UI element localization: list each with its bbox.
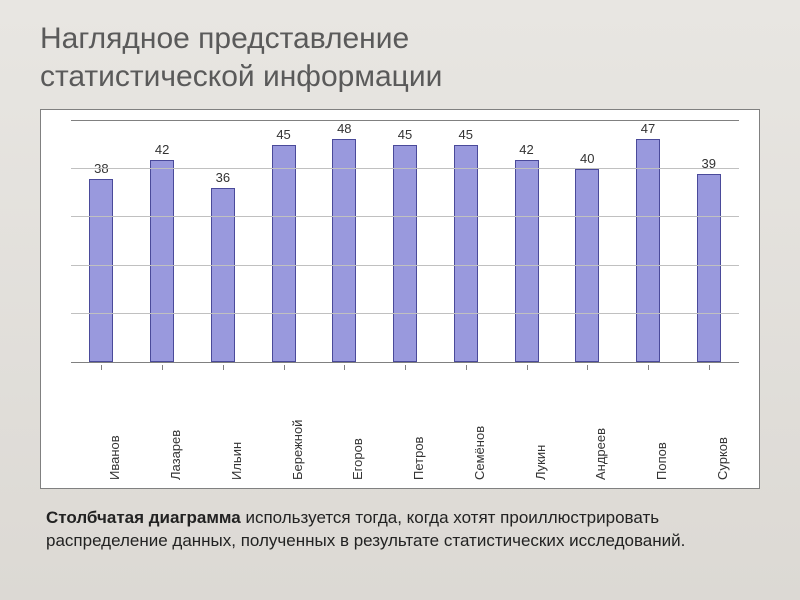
bar-value-label: 42 (519, 142, 533, 157)
x-axis-category-label: Иванов (107, 435, 122, 480)
bar (89, 179, 113, 362)
x-axis-category-label: Ильин (229, 442, 244, 480)
slide: Наглядное представление статистической и… (0, 0, 800, 600)
bar-value-label: 40 (580, 151, 594, 166)
bar-value-label: 45 (276, 127, 290, 142)
bars-container: 38 42 36 45 48 45 45 42 40 47 39 (71, 121, 739, 362)
x-axis-category: Сурков (678, 370, 739, 488)
x-axis-category: Егоров (314, 370, 375, 488)
bar-chart: 38 42 36 45 48 45 45 42 40 47 39 Иванов Лазарев Ильи… (40, 109, 760, 489)
x-axis-category-label: Егоров (350, 438, 365, 480)
caption-term: Столбчатая диаграмма (46, 508, 241, 527)
bar (332, 139, 356, 362)
bar (454, 145, 478, 362)
bar-slot: 45 (253, 121, 314, 362)
x-axis-category: Иванов (71, 370, 132, 488)
bar-slot: 40 (557, 121, 618, 362)
title-line-1: Наглядное представление (40, 22, 409, 55)
caption: Столбчатая диаграмма используется тогда,… (40, 507, 760, 553)
x-axis-category: Ильин (192, 370, 253, 488)
gridline (71, 168, 739, 169)
bar-slot: 45 (435, 121, 496, 362)
bar (272, 145, 296, 362)
x-axis-category-label: Андреев (593, 428, 608, 480)
x-axis-category-label: Сурков (715, 437, 730, 480)
bar-value-label: 45 (459, 127, 473, 142)
gridline (71, 265, 739, 266)
plot-area: 38 42 36 45 48 45 45 42 40 47 39 (71, 120, 739, 363)
bar (636, 139, 660, 362)
x-axis-category: Лукин (496, 370, 557, 488)
x-axis-category-label: Петров (411, 437, 426, 480)
x-axis-labels: Иванов Лазарев Ильин Бережной Егоров Петров Се… (71, 370, 739, 488)
bar-slot: 36 (192, 121, 253, 362)
bar-value-label: 36 (216, 170, 230, 185)
bar (211, 188, 235, 362)
bar-slot: 45 (375, 121, 436, 362)
bar-slot: 48 (314, 121, 375, 362)
bar (393, 145, 417, 362)
x-axis-category-label: Лукин (533, 445, 548, 480)
bar-slot: 39 (678, 121, 739, 362)
x-axis-category: Лазарев (132, 370, 193, 488)
bar-slot: 42 (496, 121, 557, 362)
bar-value-label: 42 (155, 142, 169, 157)
bar-slot: 38 (71, 121, 132, 362)
bar (697, 174, 721, 362)
x-axis-category: Бережной (253, 370, 314, 488)
gridline (71, 216, 739, 217)
x-axis-category: Семёнов (435, 370, 496, 488)
x-axis-category: Андреев (557, 370, 618, 488)
x-axis-category: Попов (618, 370, 679, 488)
bar-slot: 42 (132, 121, 193, 362)
x-axis-category-label: Семёнов (472, 426, 487, 480)
gridline (71, 313, 739, 314)
title-line-2: статистической информации (40, 60, 442, 93)
x-axis-category-label: Лазарев (168, 430, 183, 480)
bar-value-label: 48 (337, 121, 351, 136)
bar-value-label: 47 (641, 121, 655, 136)
bar-slot: 47 (618, 121, 679, 362)
bar (515, 160, 539, 362)
slide-title: Наглядное представление статистической и… (40, 20, 760, 95)
bar (150, 160, 174, 362)
x-axis-category-label: Попов (654, 442, 669, 480)
bar-value-label: 45 (398, 127, 412, 142)
x-axis-category: Петров (375, 370, 436, 488)
x-axis-category-label: Бережной (290, 420, 305, 480)
